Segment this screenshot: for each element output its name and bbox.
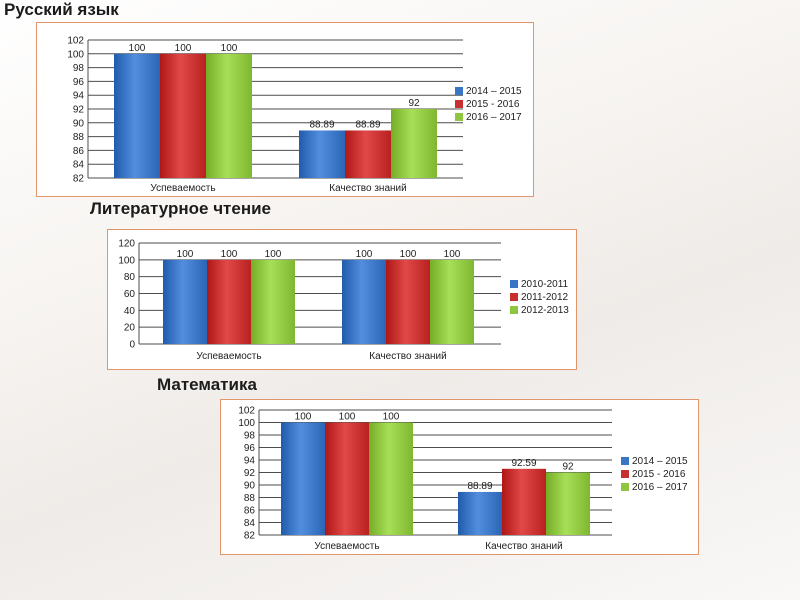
y-tick-label: 84 bbox=[244, 518, 256, 529]
bar-3-2 bbox=[391, 109, 437, 178]
y-tick-label: 96 bbox=[244, 443, 256, 454]
y-tick-label: 100 bbox=[238, 418, 255, 429]
legend-swatch bbox=[621, 483, 629, 491]
y-tick-label: 98 bbox=[244, 431, 256, 442]
legend-entry: 2016 – 2017 bbox=[632, 482, 688, 493]
legend-entry: 2012-2013 bbox=[521, 305, 569, 316]
category-label: Качество знаний bbox=[485, 541, 562, 552]
legend-entry: 2015 - 2016 bbox=[466, 99, 520, 110]
data-label: 88.89 bbox=[467, 481, 492, 492]
y-tick-label: 120 bbox=[118, 239, 135, 250]
chart-russian: 82 84 86 88 90 92 94 96 98 100 102 100 100 100 Успевае… bbox=[36, 22, 534, 197]
y-tick-label: 40 bbox=[124, 306, 136, 317]
category-label: Успеваемость bbox=[196, 351, 261, 362]
title-math: Математика bbox=[157, 375, 257, 394]
y-tick-label: 80 bbox=[124, 272, 136, 283]
bar-1-2 bbox=[299, 130, 345, 178]
data-label: 88.89 bbox=[309, 119, 334, 130]
data-label: 92.59 bbox=[511, 458, 536, 469]
legend-entry: 2014 – 2015 bbox=[632, 456, 688, 467]
legend-swatch bbox=[621, 470, 629, 478]
data-label: 100 bbox=[356, 249, 373, 260]
legend-swatch bbox=[455, 100, 463, 108]
y-tick-label: 88 bbox=[244, 493, 256, 504]
y-tick-label: 84 bbox=[73, 160, 85, 171]
legend-entry: 2010-2011 bbox=[521, 279, 569, 290]
legend-entry: 2016 – 2017 bbox=[466, 112, 522, 123]
data-label: 100 bbox=[383, 412, 400, 423]
y-tick-label: 98 bbox=[73, 63, 85, 74]
bar-3-1 bbox=[369, 422, 413, 535]
y-tick-label: 86 bbox=[73, 146, 85, 157]
category-label: Качество знаний bbox=[329, 183, 406, 194]
data-label: 100 bbox=[444, 249, 461, 260]
y-tick-label: 88 bbox=[73, 132, 85, 143]
category-label: Успеваемость bbox=[314, 541, 379, 552]
y-tick-label: 82 bbox=[73, 174, 85, 185]
bar-1-1 bbox=[163, 259, 207, 344]
y-tick-label: 94 bbox=[73, 91, 85, 102]
y-tick-label: 102 bbox=[67, 36, 84, 47]
y-tick-label: 60 bbox=[124, 289, 136, 300]
legend-swatch bbox=[510, 293, 518, 301]
y-tick-label: 0 bbox=[129, 340, 135, 351]
bar-3-2 bbox=[430, 259, 474, 344]
bar-1-2 bbox=[342, 259, 386, 344]
bar-2-2 bbox=[345, 130, 391, 178]
title-russian: Русский язык bbox=[4, 0, 119, 19]
data-label: 100 bbox=[221, 43, 238, 54]
y-tick-label: 90 bbox=[73, 118, 85, 129]
y-tick-label: 92 bbox=[244, 468, 256, 479]
data-label: 100 bbox=[177, 249, 194, 260]
data-label: 100 bbox=[339, 412, 356, 423]
legend-entry: 2014 – 2015 bbox=[466, 86, 522, 97]
legend-swatch bbox=[510, 306, 518, 314]
category-label: Качество знаний bbox=[369, 351, 446, 362]
legend-entry: 2011-2012 bbox=[521, 292, 569, 303]
bar-1-2 bbox=[458, 491, 502, 535]
data-label: 100 bbox=[265, 249, 282, 260]
bar-2-1 bbox=[160, 53, 206, 178]
bar-3-1 bbox=[251, 259, 295, 344]
data-label: 100 bbox=[400, 249, 417, 260]
data-label: 100 bbox=[295, 412, 312, 423]
y-tick-label: 100 bbox=[67, 49, 84, 60]
bar-3-1 bbox=[206, 53, 252, 178]
category-label: Успеваемость bbox=[150, 183, 215, 194]
data-label: 100 bbox=[129, 43, 146, 54]
data-label: 92 bbox=[562, 462, 574, 473]
data-label: 92 bbox=[408, 98, 420, 109]
legend-swatch bbox=[455, 113, 463, 121]
bar-2-2 bbox=[386, 259, 430, 344]
bar-3-2 bbox=[546, 472, 590, 535]
data-label: 100 bbox=[175, 43, 192, 54]
legend-swatch bbox=[621, 457, 629, 465]
y-tick-label: 82 bbox=[244, 531, 256, 542]
y-tick-label: 96 bbox=[73, 77, 85, 88]
chart-literary-reading: 0 20 40 60 80 100 120 100 100 100 Успеваемость 100 1… bbox=[107, 229, 577, 370]
bar-2-1 bbox=[325, 422, 369, 535]
chart-math: 82 84 86 88 90 92 94 96 98 100 102 100 100 100 Успевае… bbox=[220, 399, 699, 555]
legend-entry: 2015 - 2016 bbox=[632, 469, 686, 480]
y-tick-label: 102 bbox=[238, 406, 255, 417]
chart-russian-svg: 82 84 86 88 90 92 94 96 98 100 102 100 100 100 Успевае… bbox=[67, 36, 522, 195]
y-tick-label: 100 bbox=[118, 255, 135, 266]
y-tick-label: 20 bbox=[124, 323, 136, 334]
chart-literary-reading-svg: 0 20 40 60 80 100 120 100 100 100 Успеваемость 100 1… bbox=[118, 239, 569, 363]
data-label: 100 bbox=[221, 249, 238, 260]
legend-swatch bbox=[510, 280, 518, 288]
bar-2-1 bbox=[207, 259, 251, 344]
data-label: 88.89 bbox=[355, 119, 380, 130]
bar-2-2 bbox=[502, 468, 546, 535]
y-tick-label: 86 bbox=[244, 506, 256, 517]
legend-swatch bbox=[455, 87, 463, 95]
y-tick-label: 94 bbox=[244, 456, 256, 467]
bar-1-1 bbox=[114, 53, 160, 178]
y-tick-label: 90 bbox=[244, 481, 256, 492]
bar-1-1 bbox=[281, 422, 325, 535]
title-literary-reading: Литературное чтение bbox=[90, 199, 272, 218]
y-tick-label: 92 bbox=[73, 105, 85, 116]
